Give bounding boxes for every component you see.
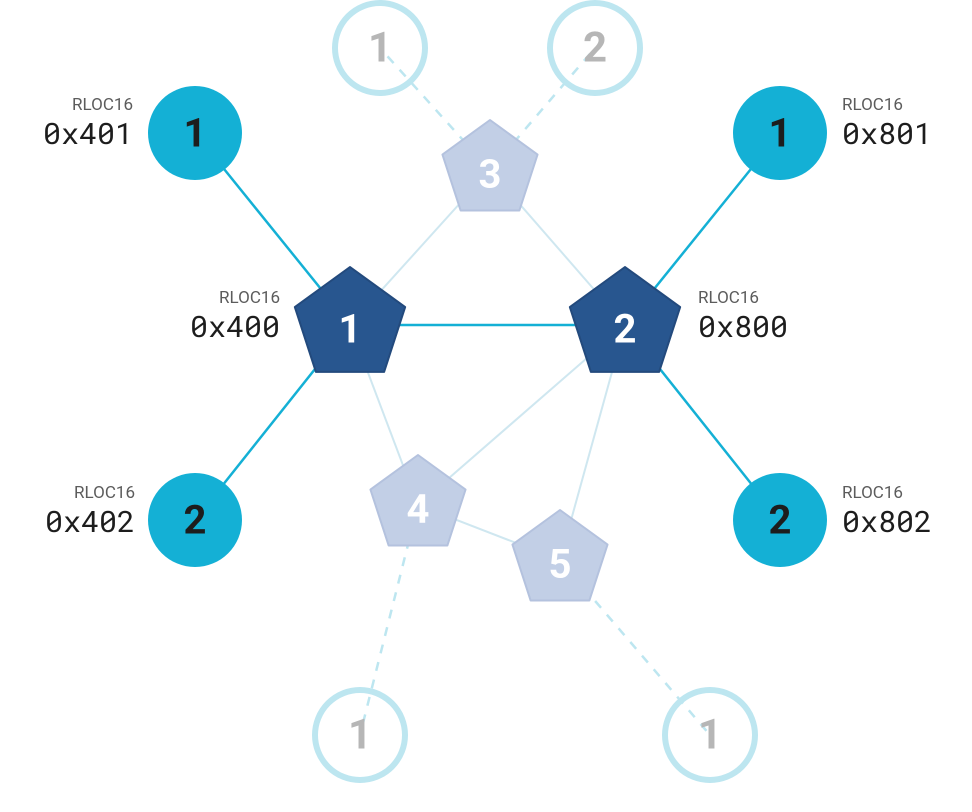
nodes-layer: 1 2 3 4 5 1 2 1 2 1 2 1 1 bbox=[148, 3, 827, 780]
rloc-label-c21: RLOC160x801 bbox=[842, 95, 932, 153]
node-r3: 3 bbox=[442, 120, 537, 210]
node-label: 3 bbox=[479, 151, 502, 198]
rloc-value: 0x801 bbox=[842, 114, 932, 153]
rloc-value: 0x402 bbox=[45, 502, 135, 541]
node-r4: 4 bbox=[370, 455, 465, 545]
rloc-caption: RLOC16 bbox=[219, 288, 280, 308]
rloc-value: 0x800 bbox=[698, 307, 788, 346]
node-label: 2 bbox=[184, 497, 207, 544]
node-c21: 1 bbox=[733, 86, 827, 180]
rloc-caption: RLOC16 bbox=[842, 483, 903, 503]
node-label: 1 bbox=[184, 110, 207, 157]
node-g4a: 1 bbox=[315, 690, 405, 780]
rloc-caption: RLOC16 bbox=[72, 95, 133, 115]
node-label: 1 bbox=[368, 24, 392, 73]
node-label: 2 bbox=[769, 497, 792, 544]
network-diagram: 1234512121211RLOC160x401RLOC160x400RLOC1… bbox=[0, 0, 972, 812]
node-label: 4 bbox=[407, 486, 430, 533]
node-g5a: 1 bbox=[665, 690, 755, 780]
rloc-label-r1: RLOC160x400 bbox=[190, 288, 280, 346]
node-g3b: 2 bbox=[550, 3, 640, 93]
node-g3a: 1 bbox=[335, 3, 425, 93]
rloc-value: 0x401 bbox=[43, 114, 133, 153]
rloc-label-c12: RLOC160x402 bbox=[45, 483, 135, 541]
rloc-caption: RLOC16 bbox=[74, 483, 135, 503]
rloc-value: 0x802 bbox=[842, 502, 932, 541]
node-label: 1 bbox=[698, 711, 722, 760]
rloc-label-c11: RLOC160x401 bbox=[43, 95, 133, 153]
rloc-value: 0x400 bbox=[190, 307, 280, 346]
node-label: 2 bbox=[614, 306, 637, 353]
node-label: 1 bbox=[339, 306, 362, 353]
node-c12: 2 bbox=[148, 473, 242, 567]
node-r2: 2 bbox=[570, 267, 680, 372]
node-label: 5 bbox=[549, 541, 572, 588]
node-c22: 2 bbox=[733, 473, 827, 567]
rloc-label-r2: RLOC160x800 bbox=[698, 288, 788, 346]
node-label: 1 bbox=[348, 711, 372, 760]
node-c11: 1 bbox=[148, 86, 242, 180]
rloc-caption: RLOC16 bbox=[698, 288, 759, 308]
rloc-label-c22: RLOC160x802 bbox=[842, 483, 932, 541]
node-label: 2 bbox=[583, 24, 607, 73]
node-r5: 5 bbox=[512, 510, 607, 600]
rloc-caption: RLOC16 bbox=[842, 95, 903, 115]
node-label: 1 bbox=[769, 110, 792, 157]
